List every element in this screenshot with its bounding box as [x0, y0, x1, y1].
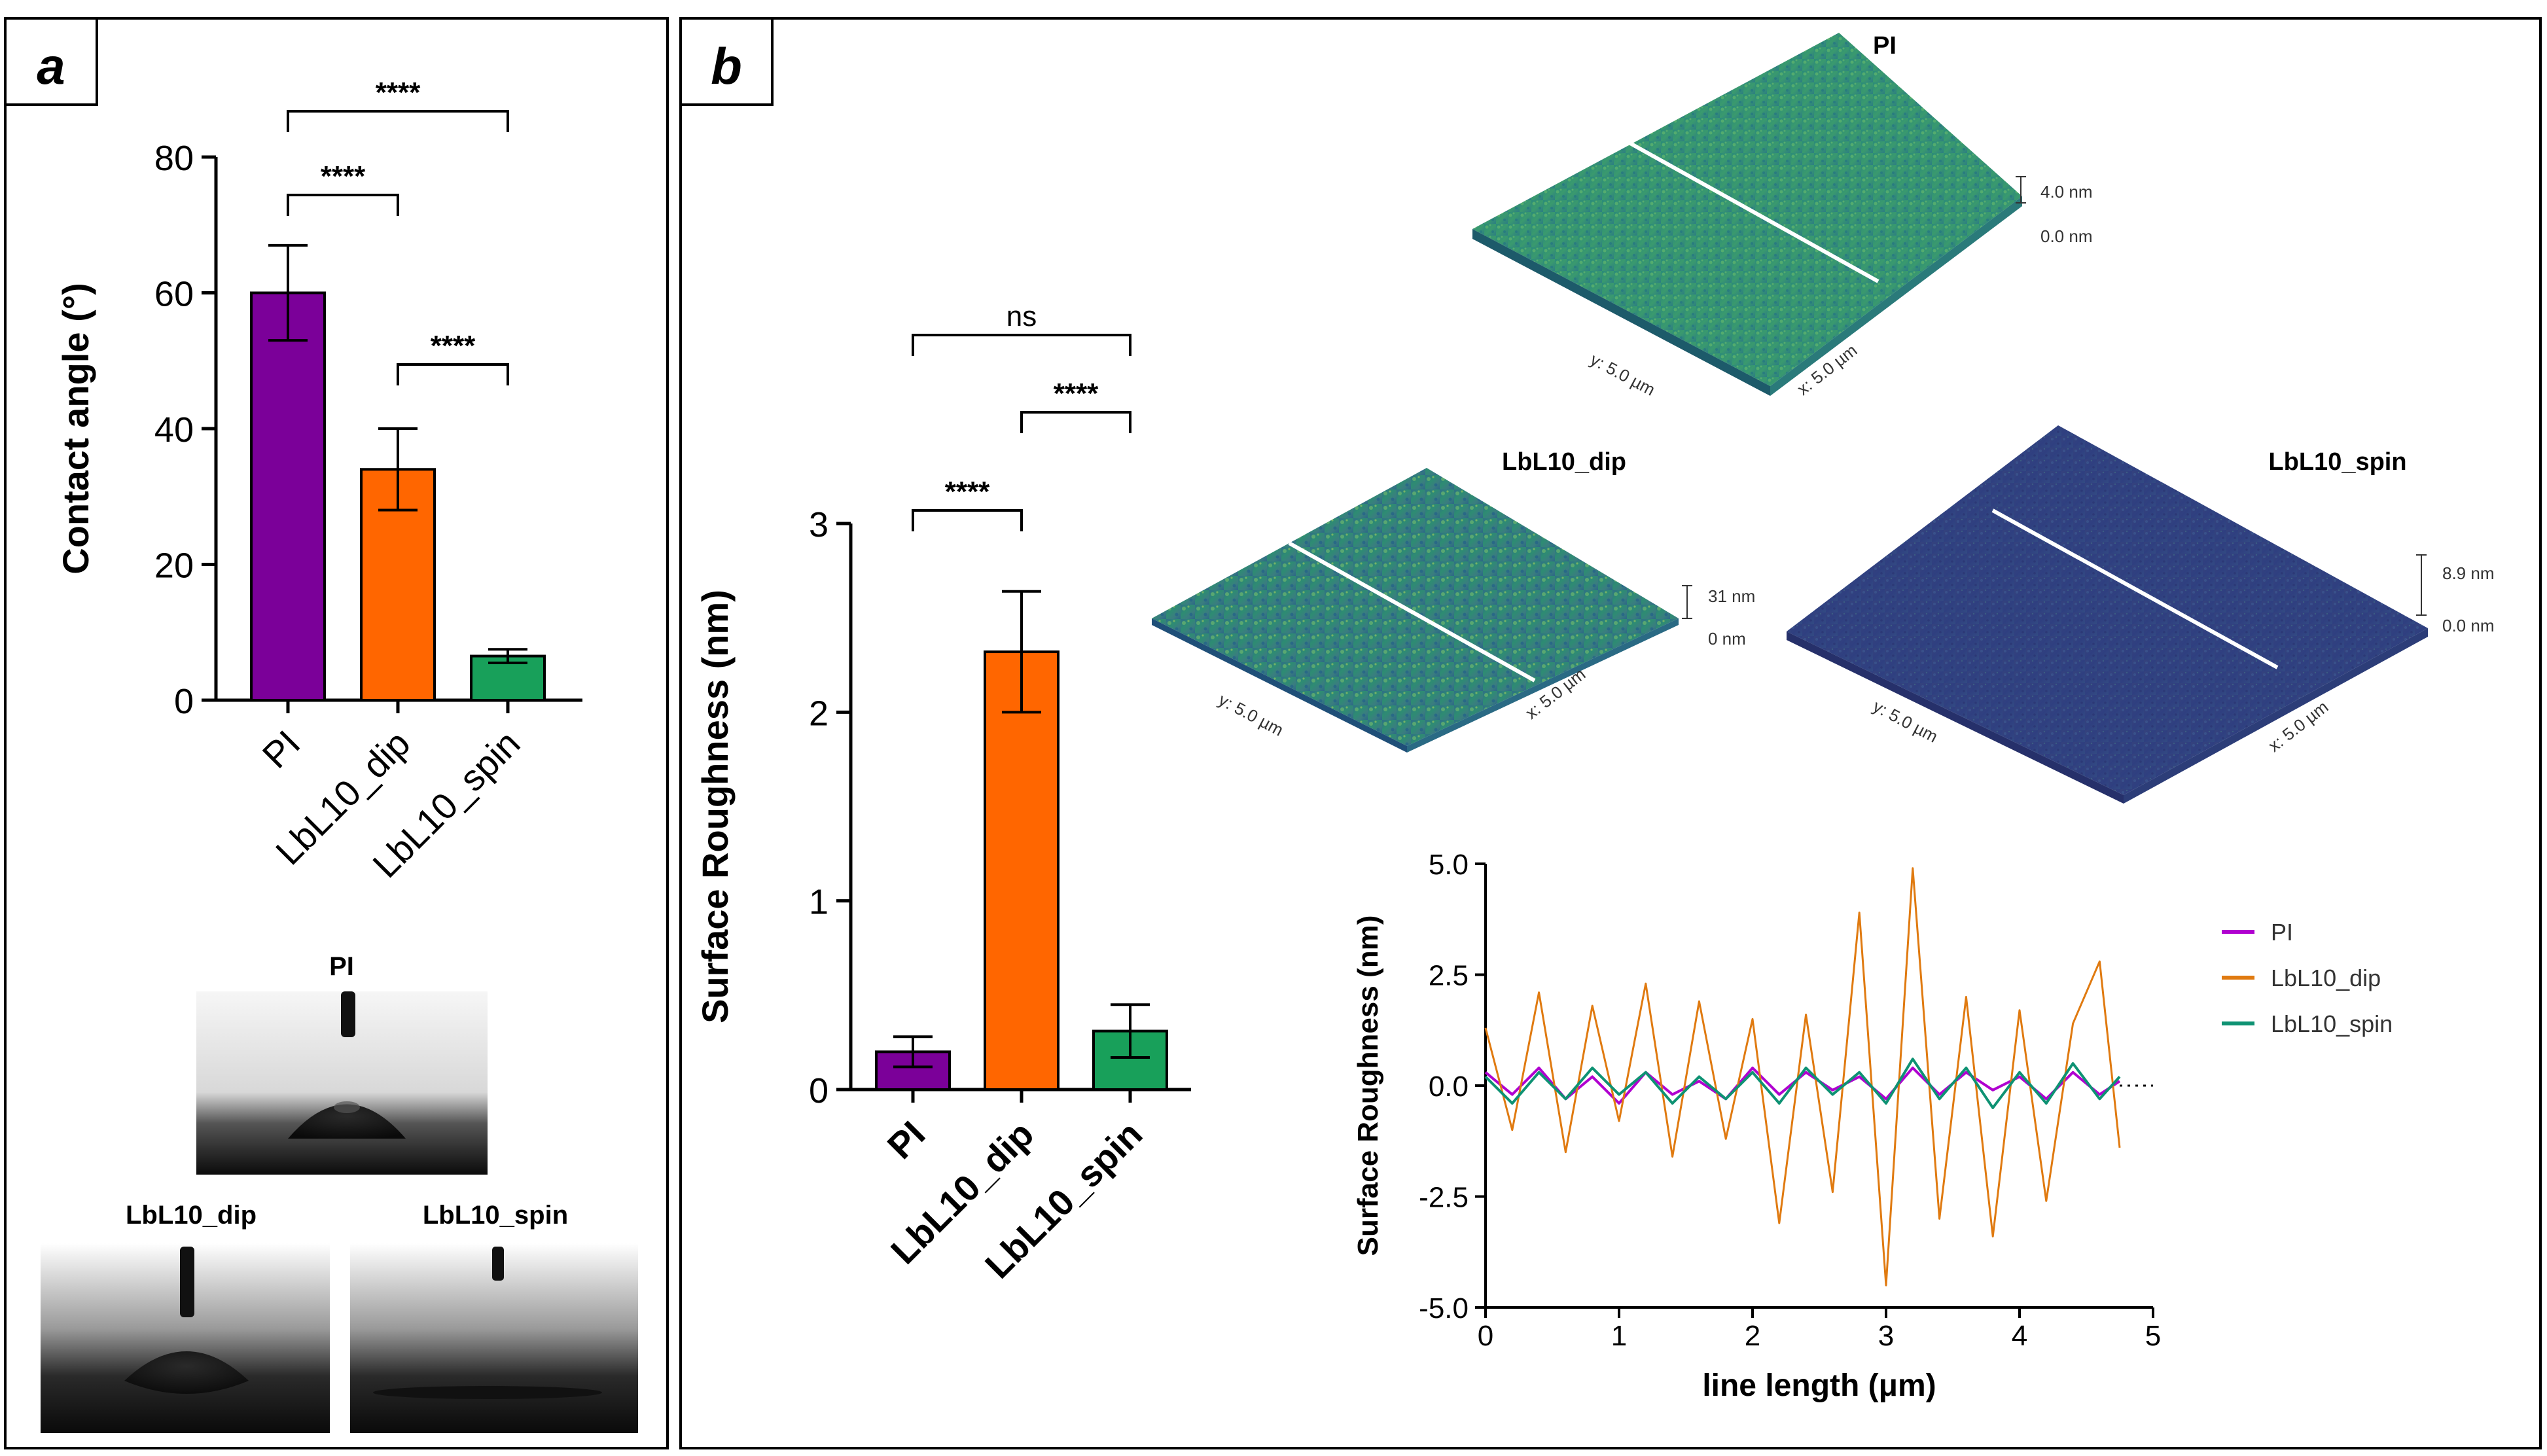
droplet-label-dip: LbL10_dip — [126, 1201, 257, 1230]
significance-label: ns — [1006, 300, 1037, 332]
y-tick-label: 80 — [154, 139, 194, 178]
afm-scale-pi — [2016, 176, 2026, 204]
significance-bracket — [397, 363, 509, 385]
significance-label: **** — [945, 476, 990, 508]
afm-title-dip: LbL10_dip — [1502, 448, 1626, 476]
line-x-tick-label: 0 — [1478, 1320, 1493, 1352]
panel-a-label: a — [37, 37, 65, 95]
line-y-tick-label: 5.0 — [1429, 849, 1469, 881]
line-profile-chart: -5.0 -2.5 0.0 2.5 5.0 0 1 2 3 4 5 line length (μm) S… — [1352, 849, 2393, 1403]
afm-scale-bottom-dip: 0 nm — [1708, 629, 1746, 648]
afm-surface-pi — [1472, 33, 2022, 396]
line-x-tick-label: 3 — [1878, 1320, 1894, 1352]
y-tick-label: 40 — [154, 410, 194, 450]
significance-label: **** — [376, 77, 421, 109]
significance-bracket — [912, 509, 1023, 531]
afm-y-axis-pi: y: 5.0 µm — [1587, 349, 1658, 400]
bar — [250, 291, 326, 701]
droplet-image-pi — [196, 991, 488, 1175]
significance-bracket — [912, 334, 1131, 356]
legend-label: PI — [2271, 919, 2293, 946]
afm-scale-top-spin: 8.9 nm — [2442, 563, 2495, 583]
y-tick-label: 1 — [809, 883, 828, 922]
afm-scale-dip — [1682, 585, 1692, 619]
significance-bracket — [287, 110, 509, 132]
afm-scale-top-pi: 4.0 nm — [2040, 182, 2093, 202]
significance-bracket — [287, 194, 399, 216]
bar — [984, 650, 1060, 1091]
droplet-image-spin — [350, 1243, 638, 1433]
series-line-lbl10-dip — [1484, 867, 2121, 1287]
line-x-tick-label: 1 — [1611, 1320, 1627, 1352]
y-tick-label: 3 — [809, 505, 828, 544]
afm-surface-spin — [1787, 425, 2428, 804]
line-x-tick-label: 5 — [2145, 1320, 2161, 1352]
panel-a-label-box — [4, 17, 98, 106]
legend-label: LbL10_spin — [2271, 1010, 2393, 1037]
y-tick-label: 0 — [809, 1071, 828, 1110]
line-y-tick-label: 0.0 — [1429, 1071, 1469, 1103]
line-y-tick-label: 2.5 — [1429, 960, 1469, 992]
y-axis-label: Surface Roughness (nm) — [694, 590, 736, 1023]
line-x-axis-label: line length (μm) — [1702, 1368, 1936, 1403]
panel-b-label: b — [711, 37, 742, 95]
category-label: PI — [880, 1113, 933, 1167]
significance-bracket — [1020, 411, 1131, 433]
afm-y-axis-dip: y: 5.0 µm — [1215, 690, 1287, 740]
line-y-tick-label: -5.0 — [1419, 1292, 1469, 1324]
y-tick-label: 20 — [154, 546, 194, 586]
significance-label: **** — [1054, 378, 1099, 410]
afm-scale-bottom-pi: 0.0 nm — [2040, 226, 2093, 246]
droplet-label-spin: LbL10_spin — [423, 1201, 568, 1230]
droplet-label-pi: PI — [329, 952, 354, 981]
legend-label: LbL10_dip — [2271, 965, 2381, 991]
afm-scale-top-dip: 31 nm — [1708, 586, 1755, 606]
line-x-tick-label: 2 — [1745, 1320, 1760, 1352]
line-y-tick-label: -2.5 — [1419, 1182, 1469, 1214]
droplet-image-dip — [41, 1243, 330, 1433]
category-label: PI — [255, 722, 308, 776]
y-tick-label: 2 — [809, 694, 828, 733]
series-line-lbl10-spin — [1484, 1057, 2121, 1109]
y-axis-label: Contact angle (°) — [55, 283, 96, 575]
afm-title-spin: LbL10_spin — [2268, 448, 2406, 476]
y-tick-label: 0 — [174, 682, 194, 721]
afm-scale-spin — [2416, 554, 2427, 616]
afm-surface-dip — [1152, 468, 1679, 753]
series-line-pi — [1484, 1066, 2121, 1105]
line-x-tick-label: 4 — [2012, 1320, 2027, 1352]
significance-label: **** — [321, 160, 366, 192]
line-y-axis-label: Surface Roughness (nm) — [1352, 915, 1384, 1256]
panel-b-frame — [679, 17, 2542, 1449]
y-tick-label: 60 — [154, 275, 194, 314]
afm-scale-bottom-spin: 0.0 nm — [2442, 616, 2495, 635]
afm-title-pi: PI — [1873, 32, 1897, 60]
panel-b-label-box — [679, 17, 774, 106]
significance-label: **** — [431, 330, 476, 362]
panel-a-frame — [4, 17, 669, 1449]
